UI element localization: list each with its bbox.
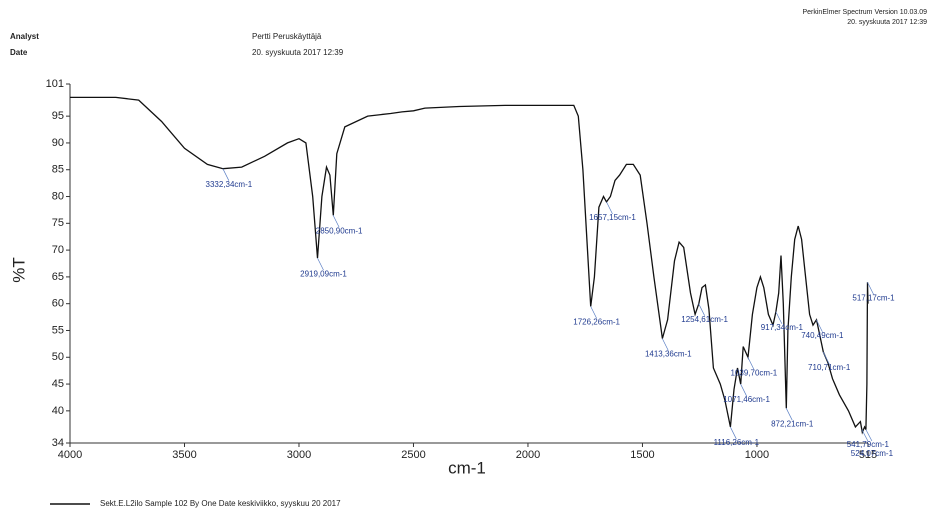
peak-label: 1071,46cm-1 <box>723 395 770 404</box>
annotation-leader <box>222 168 230 181</box>
peak-label: 1039,70cm-1 <box>731 368 778 377</box>
spectrum-line <box>70 96 869 435</box>
peak-label: 1116,26cm-1 <box>714 438 760 447</box>
y-tick-label: 101 <box>46 78 64 90</box>
x-tick-label: 4000 <box>58 449 82 461</box>
legend-entry: Sekt.E.L2ilo Sample 102 By One Date kesk… <box>100 499 341 508</box>
y-tick-label: 60 <box>52 298 64 310</box>
date-label: Date <box>10 48 28 57</box>
y-tick-label: 80 <box>52 190 64 202</box>
x-tick-label: 2000 <box>516 449 540 461</box>
y-tick-label: 45 <box>52 378 64 390</box>
x-tick-label: 1500 <box>630 449 654 461</box>
annotation-leader <box>730 426 737 440</box>
annotation-leader <box>816 319 823 332</box>
y-tick-label: 90 <box>52 137 64 149</box>
peak-label: 517,17cm-1 <box>852 293 895 302</box>
y-tick-label: 95 <box>52 110 64 122</box>
y-tick-label: 50 <box>52 351 64 363</box>
peak-label: 740,49cm-1 <box>801 331 844 340</box>
annotation-leader <box>606 201 613 215</box>
x-tick-label: 515 <box>859 449 877 461</box>
peak-label: 1726,26cm-1 <box>573 317 620 326</box>
annotation-leader <box>775 311 783 324</box>
peak-label: 541,79cm-1 <box>847 440 890 449</box>
annotation-leader <box>590 306 597 319</box>
peak-label: 872,21cm-1 <box>771 419 814 428</box>
annotation-leader <box>822 351 830 365</box>
y-tick-label: 65 <box>52 271 64 283</box>
y-tick-label: 55 <box>52 324 64 336</box>
annotation-leader <box>698 303 705 316</box>
annotation-leader <box>861 429 869 442</box>
y-axis-label: %T <box>9 257 28 283</box>
peak-label: 710,71cm-1 <box>808 363 851 372</box>
printed-date: 20. syyskuuta 2017 12:39 <box>847 19 927 26</box>
annotation-leader <box>785 408 793 421</box>
annotation-leader <box>740 383 747 397</box>
y-tick-label: 70 <box>52 244 64 256</box>
y-tick-label: 40 <box>52 405 64 417</box>
analyst-label: Analyst <box>10 32 39 41</box>
peak-label: 1413,36cm-1 <box>645 350 692 359</box>
peak-label: 3332,34cm-1 <box>206 180 253 189</box>
y-tick-label: 34 <box>52 437 64 449</box>
annotation-leader <box>747 357 755 370</box>
date: 20. syyskuuta 2017 12:39 <box>252 48 344 57</box>
annotation-leader <box>332 215 340 228</box>
annotation-leader <box>661 338 669 351</box>
x-tick-label: 2500 <box>401 449 425 461</box>
x-tick-label: 1000 <box>745 449 769 461</box>
peak-label: 1254,61cm-1 <box>681 315 728 324</box>
annotation-leader <box>317 257 324 271</box>
peak-label: 524,07cm-1 <box>851 449 894 458</box>
software: PerkinElmer Spectrum Version 10.03.09 <box>802 9 927 16</box>
x-axis-label: cm-1 <box>448 458 486 477</box>
x-tick-label: 3000 <box>287 449 311 461</box>
peak-label: 2919,09cm-1 <box>300 269 347 278</box>
annotation-leader <box>865 429 873 442</box>
peak-label: 1657,15cm-1 <box>589 213 636 222</box>
x-tick-label: 3500 <box>172 449 196 461</box>
analyst: Pertti Peruskäyttäjä <box>252 32 322 41</box>
y-tick-label: 85 <box>52 164 64 176</box>
annotation-leader <box>867 282 874 295</box>
peak-label: 917,34cm-1 <box>761 323 804 332</box>
peak-label: 2850,90cm-1 <box>316 226 363 235</box>
y-tick-label: 75 <box>52 217 64 229</box>
